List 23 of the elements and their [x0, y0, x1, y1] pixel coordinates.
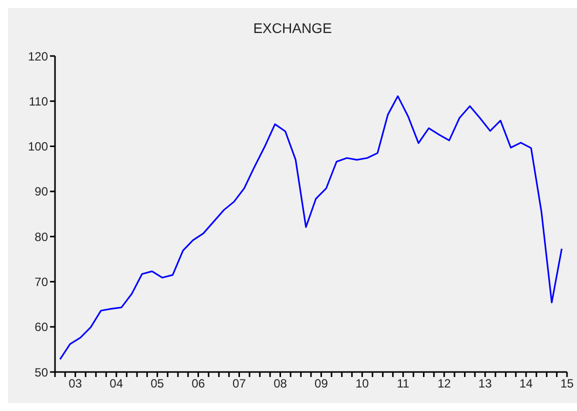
x-tick-label: 10 — [355, 376, 370, 391]
x-tick-label: 08 — [274, 376, 288, 391]
x-tick-label: 04 — [110, 376, 124, 391]
x-tick-label: 03 — [68, 376, 82, 391]
y-tick-label: 90 — [34, 184, 48, 199]
x-tick-label: 14 — [519, 376, 534, 391]
x-tick-label: 15 — [560, 376, 574, 391]
y-tick-label: 60 — [34, 320, 48, 334]
x-tick-label: 06 — [192, 376, 206, 391]
y-tick-label: 50 — [34, 365, 48, 380]
x-tick-label: 05 — [150, 376, 164, 391]
y-tick-label: 80 — [34, 230, 48, 244]
y-tick-label: 70 — [34, 274, 48, 289]
x-tick-label: 07 — [232, 376, 246, 391]
y-tick-label: 110 — [28, 94, 48, 108]
x-tick-label: 12 — [437, 376, 452, 391]
y-tick-label: 120 — [28, 49, 48, 64]
x-tick-label: 09 — [314, 376, 328, 391]
x-tick-label: 11 — [396, 376, 410, 391]
chart-title: EXCHANGE — [252, 19, 333, 38]
y-tick-label: 100 — [28, 140, 48, 154]
x-tick-label: 13 — [478, 376, 492, 391]
line-series — [59, 95, 563, 360]
